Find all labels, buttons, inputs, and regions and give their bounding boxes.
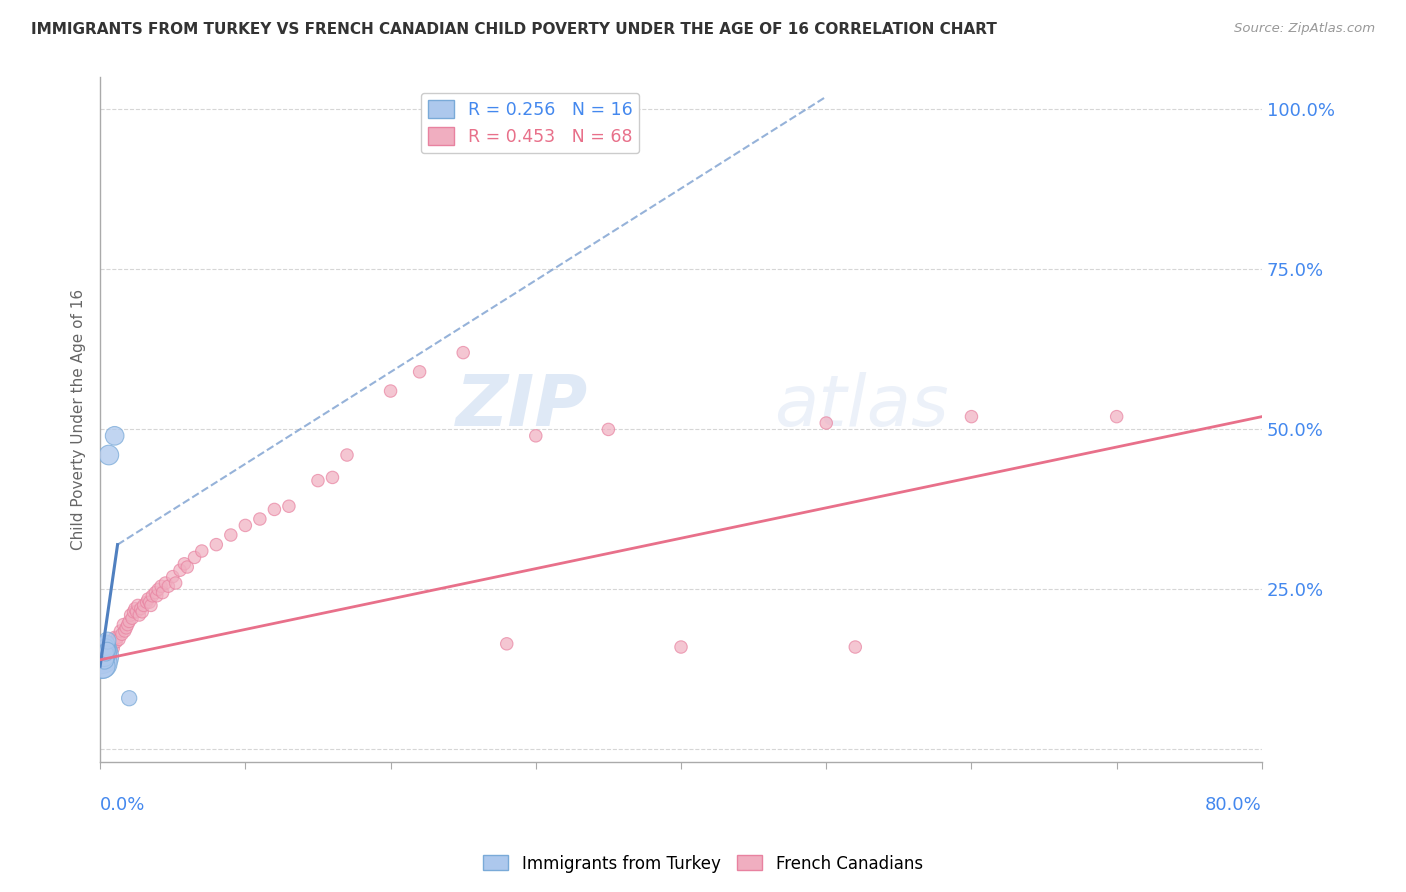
Point <box>495 637 517 651</box>
Point <box>152 585 174 599</box>
Point <box>669 640 692 654</box>
Text: ZIP: ZIP <box>456 372 588 441</box>
Point <box>148 582 170 597</box>
Point <box>960 409 983 424</box>
Text: 0.0%: 0.0% <box>100 797 145 814</box>
Point <box>141 589 163 603</box>
Point <box>96 643 118 657</box>
Point <box>91 649 114 664</box>
Point <box>136 592 159 607</box>
Point <box>103 641 125 656</box>
Point <box>815 416 838 430</box>
Point <box>165 576 187 591</box>
Point <box>150 579 173 593</box>
Point <box>96 633 118 648</box>
Point <box>96 648 118 662</box>
Point <box>100 640 122 654</box>
Legend: R = 0.256   N = 16, R = 0.453   N = 68: R = 0.256 N = 16, R = 0.453 N = 68 <box>420 93 640 153</box>
Point <box>131 605 153 619</box>
Point <box>122 605 145 619</box>
Point <box>128 607 150 622</box>
Point <box>115 621 138 635</box>
Point <box>173 557 195 571</box>
Point <box>524 429 547 443</box>
Point <box>91 659 114 673</box>
Point <box>145 589 167 603</box>
Point <box>93 653 115 667</box>
Point <box>90 656 112 670</box>
Point <box>97 448 120 462</box>
Point <box>263 502 285 516</box>
Point <box>91 647 114 661</box>
Point <box>277 500 299 514</box>
Point <box>155 576 177 591</box>
Point <box>1105 409 1128 424</box>
Point <box>598 422 620 436</box>
Point <box>94 647 117 661</box>
Point <box>104 429 127 443</box>
Point <box>336 448 359 462</box>
Point <box>380 384 402 398</box>
Point <box>205 538 228 552</box>
Point <box>94 637 117 651</box>
Point <box>162 569 184 583</box>
Point <box>93 640 115 654</box>
Text: 80.0%: 80.0% <box>1205 797 1263 814</box>
Point <box>98 643 121 657</box>
Text: Source: ZipAtlas.com: Source: ZipAtlas.com <box>1234 22 1375 36</box>
Point <box>107 631 129 645</box>
Point <box>112 617 135 632</box>
Point <box>114 624 136 638</box>
Point <box>235 518 257 533</box>
Text: atlas: atlas <box>773 372 949 441</box>
Point <box>97 637 120 651</box>
Point <box>219 528 242 542</box>
Point <box>90 649 112 664</box>
Point <box>408 365 430 379</box>
Point <box>451 345 474 359</box>
Point <box>118 691 141 706</box>
Point <box>125 605 148 619</box>
Point <box>143 585 166 599</box>
Point <box>108 632 131 647</box>
Point <box>124 601 146 615</box>
Legend: Immigrants from Turkey, French Canadians: Immigrants from Turkey, French Canadians <box>477 848 929 880</box>
Point <box>121 611 143 625</box>
Point <box>129 601 152 615</box>
Point <box>94 640 117 654</box>
Point <box>191 544 214 558</box>
Point <box>105 635 128 649</box>
Point <box>183 550 205 565</box>
Point <box>104 631 127 645</box>
Point <box>132 599 155 613</box>
Point <box>321 470 343 484</box>
Point <box>169 563 191 577</box>
Y-axis label: Child Poverty Under the Age of 16: Child Poverty Under the Age of 16 <box>72 289 86 550</box>
Point <box>157 579 180 593</box>
Point <box>118 615 141 629</box>
Point <box>176 560 198 574</box>
Point <box>139 599 162 613</box>
Point <box>93 647 115 661</box>
Point <box>120 607 142 622</box>
Point <box>127 599 149 613</box>
Point <box>844 640 866 654</box>
Point <box>91 643 114 657</box>
Point <box>249 512 271 526</box>
Point <box>110 624 132 638</box>
Text: IMMIGRANTS FROM TURKEY VS FRENCH CANADIAN CHILD POVERTY UNDER THE AGE OF 16 CORR: IMMIGRANTS FROM TURKEY VS FRENCH CANADIA… <box>31 22 997 37</box>
Point <box>94 643 117 657</box>
Point <box>93 649 115 664</box>
Point <box>111 627 134 641</box>
Point <box>117 617 139 632</box>
Point <box>307 474 329 488</box>
Point <box>138 595 160 609</box>
Point <box>135 595 157 609</box>
